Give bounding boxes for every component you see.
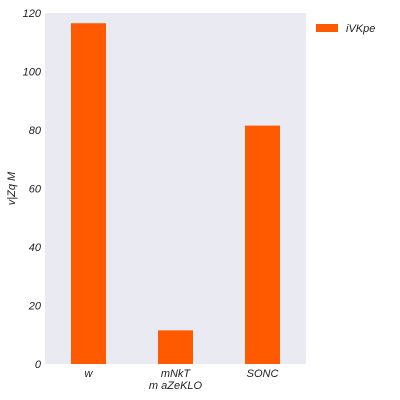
y-tick-label: 80: [29, 125, 42, 137]
y-tick-label: 120: [23, 8, 42, 20]
y-tick-label: 40: [29, 242, 42, 254]
x-tick-label: mNkT: [161, 368, 192, 380]
y-axis-ticks: 0 20 40 60 80 100 120: [23, 8, 42, 371]
x-tick-label: SONC: [247, 368, 279, 380]
x-axis-ticks: w mNkT SONC: [85, 368, 279, 380]
legend-swatch: [316, 24, 338, 32]
bar-2: [245, 125, 280, 364]
x-tick-label: w: [85, 368, 94, 380]
y-tick-label: 100: [23, 67, 42, 79]
legend-label: iVKpe: [346, 23, 375, 35]
legend: iVKpe: [316, 23, 375, 35]
bar-1: [158, 330, 193, 364]
y-tick-label: 20: [28, 301, 42, 313]
y-axis-label: v|Zq M: [6, 171, 18, 205]
bars-group: [71, 23, 280, 365]
y-tick-label: 0: [35, 359, 42, 371]
bar-0: [71, 23, 106, 365]
x-axis-label: m aZeKLO: [149, 380, 203, 392]
y-tick-label: 60: [29, 184, 42, 196]
